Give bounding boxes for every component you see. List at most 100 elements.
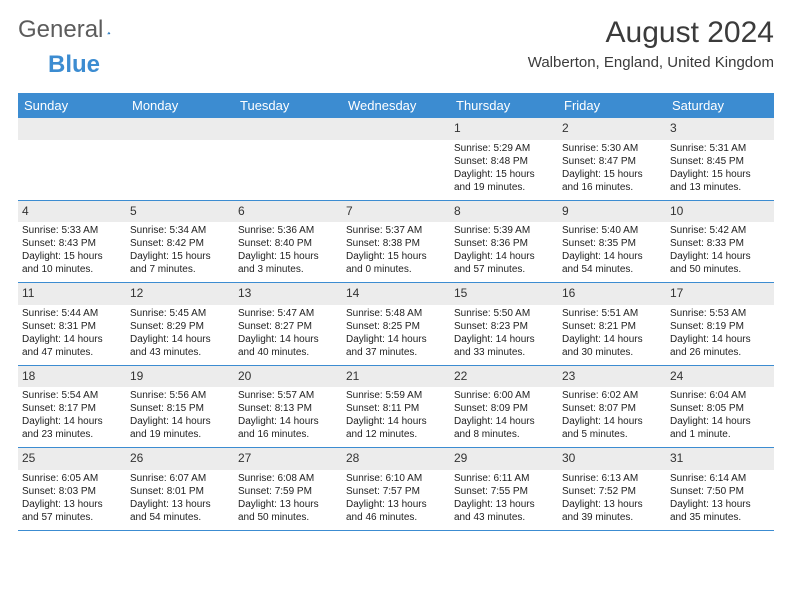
day-cell: 27Sunrise: 6:08 AMSunset: 7:59 PMDayligh… <box>234 448 342 530</box>
day-number: 9 <box>558 201 666 223</box>
sunrise-text: Sunrise: 6:11 AM <box>454 472 554 485</box>
sunrise-text: Sunrise: 5:48 AM <box>346 307 446 320</box>
day-details <box>234 140 342 148</box>
daylight-text: Daylight: 14 hours and 43 minutes. <box>130 333 230 359</box>
sunset-text: Sunset: 8:01 PM <box>130 485 230 498</box>
sunrise-text: Sunrise: 5:40 AM <box>562 224 662 237</box>
day-number: 23 <box>558 366 666 388</box>
sunrise-text: Sunrise: 5:34 AM <box>130 224 230 237</box>
day-details: Sunrise: 5:36 AMSunset: 8:40 PMDaylight:… <box>234 222 342 282</box>
day-details: Sunrise: 6:04 AMSunset: 8:05 PMDaylight:… <box>666 387 774 447</box>
sunset-text: Sunset: 8:33 PM <box>670 237 770 250</box>
sunrise-text: Sunrise: 5:42 AM <box>670 224 770 237</box>
sunrise-text: Sunrise: 5:36 AM <box>238 224 338 237</box>
daylight-text: Daylight: 14 hours and 16 minutes. <box>238 415 338 441</box>
daylight-text: Daylight: 14 hours and 26 minutes. <box>670 333 770 359</box>
day-cell: 3Sunrise: 5:31 AMSunset: 8:45 PMDaylight… <box>666 118 774 200</box>
daylight-text: Daylight: 13 hours and 43 minutes. <box>454 498 554 524</box>
day-details: Sunrise: 5:29 AMSunset: 8:48 PMDaylight:… <box>450 140 558 200</box>
day-number: 7 <box>342 201 450 223</box>
day-cell: 13Sunrise: 5:47 AMSunset: 8:27 PMDayligh… <box>234 283 342 365</box>
day-number: 15 <box>450 283 558 305</box>
title-block: August 2024 Walberton, England, United K… <box>528 16 774 71</box>
sunset-text: Sunset: 8:36 PM <box>454 237 554 250</box>
daylight-text: Daylight: 15 hours and 13 minutes. <box>670 168 770 194</box>
day-cell: 30Sunrise: 6:13 AMSunset: 7:52 PMDayligh… <box>558 448 666 530</box>
sunset-text: Sunset: 8:05 PM <box>670 402 770 415</box>
day-cell: 25Sunrise: 6:05 AMSunset: 8:03 PMDayligh… <box>18 448 126 530</box>
sunrise-text: Sunrise: 5:39 AM <box>454 224 554 237</box>
sunset-text: Sunset: 8:19 PM <box>670 320 770 333</box>
day-number: 5 <box>126 201 234 223</box>
day-cell: 26Sunrise: 6:07 AMSunset: 8:01 PMDayligh… <box>126 448 234 530</box>
day-details: Sunrise: 6:11 AMSunset: 7:55 PMDaylight:… <box>450 470 558 530</box>
day-cell: 20Sunrise: 5:57 AMSunset: 8:13 PMDayligh… <box>234 366 342 448</box>
day-number: 11 <box>18 283 126 305</box>
sunrise-text: Sunrise: 6:08 AM <box>238 472 338 485</box>
sunset-text: Sunset: 8:40 PM <box>238 237 338 250</box>
daylight-text: Daylight: 13 hours and 54 minutes. <box>130 498 230 524</box>
day-details: Sunrise: 5:37 AMSunset: 8:38 PMDaylight:… <box>342 222 450 282</box>
week-row: 4Sunrise: 5:33 AMSunset: 8:43 PMDaylight… <box>18 201 774 284</box>
daylight-text: Daylight: 14 hours and 37 minutes. <box>346 333 446 359</box>
sunrise-text: Sunrise: 6:13 AM <box>562 472 662 485</box>
day-number: 21 <box>342 366 450 388</box>
daylight-text: Daylight: 15 hours and 3 minutes. <box>238 250 338 276</box>
sunrise-text: Sunrise: 5:50 AM <box>454 307 554 320</box>
day-cell <box>126 118 234 200</box>
sunset-text: Sunset: 8:23 PM <box>454 320 554 333</box>
day-number: 1 <box>450 118 558 140</box>
day-number: 16 <box>558 283 666 305</box>
day-cell: 6Sunrise: 5:36 AMSunset: 8:40 PMDaylight… <box>234 201 342 283</box>
day-cell: 21Sunrise: 5:59 AMSunset: 8:11 PMDayligh… <box>342 366 450 448</box>
day-number: 17 <box>666 283 774 305</box>
day-details: Sunrise: 6:08 AMSunset: 7:59 PMDaylight:… <box>234 470 342 530</box>
day-details: Sunrise: 5:44 AMSunset: 8:31 PMDaylight:… <box>18 305 126 365</box>
daylight-text: Daylight: 14 hours and 5 minutes. <box>562 415 662 441</box>
daylight-text: Daylight: 15 hours and 0 minutes. <box>346 250 446 276</box>
day-header: Monday <box>126 93 234 118</box>
day-details: Sunrise: 5:54 AMSunset: 8:17 PMDaylight:… <box>18 387 126 447</box>
day-details: Sunrise: 6:00 AMSunset: 8:09 PMDaylight:… <box>450 387 558 447</box>
day-number: 18 <box>18 366 126 388</box>
sunrise-text: Sunrise: 6:04 AM <box>670 389 770 402</box>
sunset-text: Sunset: 8:43 PM <box>22 237 122 250</box>
sunset-text: Sunset: 8:21 PM <box>562 320 662 333</box>
sunset-text: Sunset: 8:17 PM <box>22 402 122 415</box>
day-cell: 19Sunrise: 5:56 AMSunset: 8:15 PMDayligh… <box>126 366 234 448</box>
day-number: 31 <box>666 448 774 470</box>
day-details: Sunrise: 5:33 AMSunset: 8:43 PMDaylight:… <box>18 222 126 282</box>
sunset-text: Sunset: 8:29 PM <box>130 320 230 333</box>
day-cell: 9Sunrise: 5:40 AMSunset: 8:35 PMDaylight… <box>558 201 666 283</box>
sunrise-text: Sunrise: 6:07 AM <box>130 472 230 485</box>
day-headers-row: SundayMondayTuesdayWednesdayThursdayFrid… <box>18 93 774 118</box>
day-header: Friday <box>558 93 666 118</box>
day-number: 14 <box>342 283 450 305</box>
sunset-text: Sunset: 8:42 PM <box>130 237 230 250</box>
sunset-text: Sunset: 8:13 PM <box>238 402 338 415</box>
daylight-text: Daylight: 13 hours and 46 minutes. <box>346 498 446 524</box>
day-number: 29 <box>450 448 558 470</box>
sunrise-text: Sunrise: 5:30 AM <box>562 142 662 155</box>
day-number <box>18 118 126 140</box>
daylight-text: Daylight: 14 hours and 23 minutes. <box>22 415 122 441</box>
day-details <box>126 140 234 148</box>
sunset-text: Sunset: 7:52 PM <box>562 485 662 498</box>
day-details: Sunrise: 5:59 AMSunset: 8:11 PMDaylight:… <box>342 387 450 447</box>
sunrise-text: Sunrise: 5:31 AM <box>670 142 770 155</box>
daylight-text: Daylight: 13 hours and 35 minutes. <box>670 498 770 524</box>
day-cell: 31Sunrise: 6:14 AMSunset: 7:50 PMDayligh… <box>666 448 774 530</box>
daylight-text: Daylight: 14 hours and 33 minutes. <box>454 333 554 359</box>
day-number: 3 <box>666 118 774 140</box>
day-cell: 4Sunrise: 5:33 AMSunset: 8:43 PMDaylight… <box>18 201 126 283</box>
day-number: 24 <box>666 366 774 388</box>
week-row: 25Sunrise: 6:05 AMSunset: 8:03 PMDayligh… <box>18 448 774 531</box>
day-details: Sunrise: 5:53 AMSunset: 8:19 PMDaylight:… <box>666 305 774 365</box>
daylight-text: Daylight: 15 hours and 19 minutes. <box>454 168 554 194</box>
sunset-text: Sunset: 8:25 PM <box>346 320 446 333</box>
logo-text-blue: Blue <box>48 51 100 79</box>
daylight-text: Daylight: 14 hours and 12 minutes. <box>346 415 446 441</box>
day-details: Sunrise: 5:45 AMSunset: 8:29 PMDaylight:… <box>126 305 234 365</box>
sunrise-text: Sunrise: 6:05 AM <box>22 472 122 485</box>
sunrise-text: Sunrise: 5:33 AM <box>22 224 122 237</box>
